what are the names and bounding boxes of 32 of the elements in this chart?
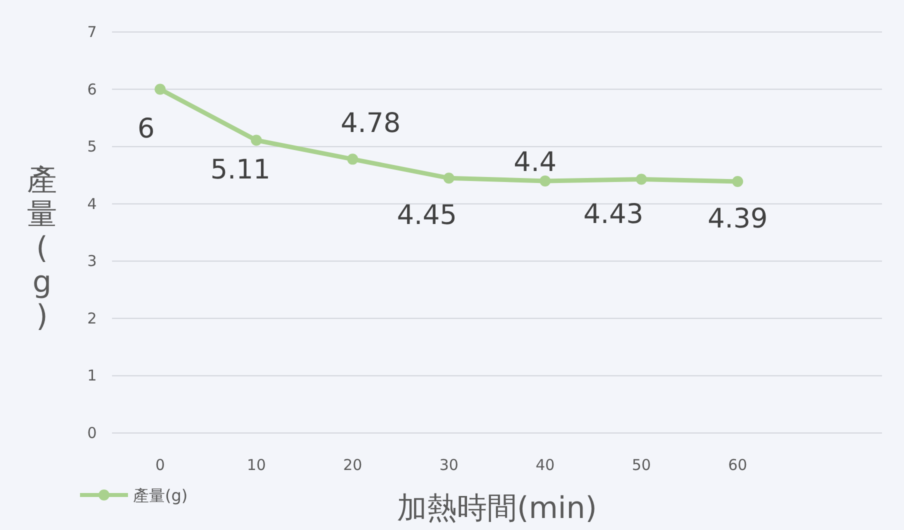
y-axis-title: 產量(g) xyxy=(27,163,57,334)
data-label: 4.43 xyxy=(583,199,644,230)
point xyxy=(636,174,647,185)
x-tick-label: 40 xyxy=(536,456,555,474)
legend-label: 產量(g) xyxy=(133,486,188,505)
point xyxy=(540,175,551,186)
x-tick-label: 0 xyxy=(155,456,165,474)
point xyxy=(443,172,454,184)
data-label: 6 xyxy=(138,113,155,144)
y-tick-label: 6 xyxy=(87,80,97,98)
data-label: 4.45 xyxy=(396,200,457,232)
data-label: 4.78 xyxy=(340,108,401,140)
y-tick-label: 3 xyxy=(87,252,97,270)
y-tick-label: 4 xyxy=(87,194,97,213)
point xyxy=(347,154,358,165)
y-tick-label: 7 xyxy=(87,23,97,41)
point xyxy=(732,176,744,188)
point xyxy=(154,84,166,95)
x-tick-label: 50 xyxy=(632,456,651,474)
data-label: 4.39 xyxy=(708,204,768,235)
data-label: 4.4 xyxy=(514,146,557,178)
y-tick-label: 0 xyxy=(87,424,97,442)
y-tick-label: 2 xyxy=(87,309,97,328)
x-axis-title: 加熱時間(min) xyxy=(397,491,597,526)
y-tick-label: 5 xyxy=(87,138,97,156)
x-tick-label: 20 xyxy=(343,456,362,474)
data-label: 5.11 xyxy=(210,154,270,186)
point xyxy=(250,134,262,146)
x-tick-label: 30 xyxy=(439,456,458,474)
y-tick-label: 1 xyxy=(87,366,97,385)
x-tick-label: 60 xyxy=(728,456,748,474)
x-tick-label: 10 xyxy=(246,456,266,474)
